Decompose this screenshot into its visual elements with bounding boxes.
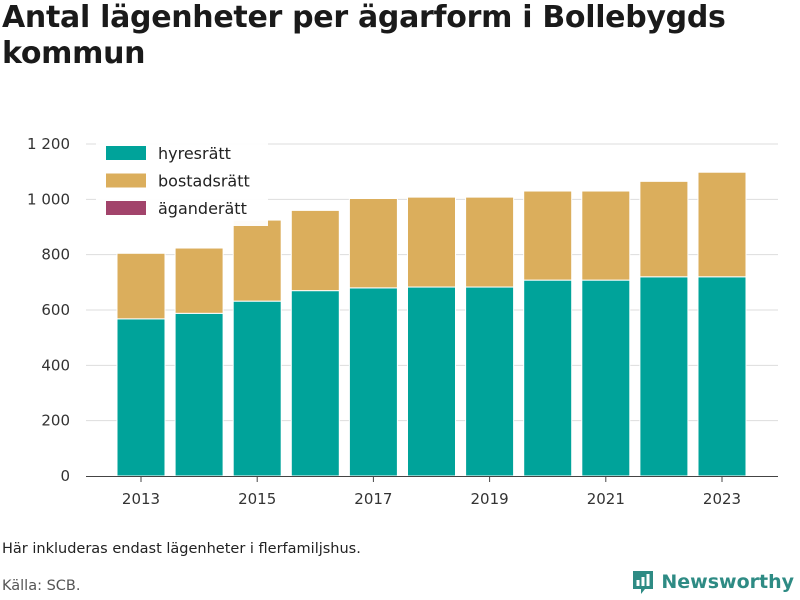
x-tick-label: 2021: [587, 490, 625, 508]
brand-name: Newsworthy: [661, 571, 794, 593]
bar-hyresrätt-2016: [290, 290, 340, 477]
y-tick-label: 800: [41, 246, 70, 264]
bar-bostadsrätt-2015: [232, 219, 282, 302]
bar-bostadsrätt-2014: [174, 247, 224, 314]
bar-hyresrätt-2022: [639, 276, 689, 477]
y-axis-ticks: 0 200 400 600 800 1 000 1 200: [27, 135, 70, 485]
bar-hyresrätt-2015: [232, 300, 282, 477]
bar-bostadsrätt-2022: [639, 180, 689, 278]
bar-bostadsrätt-2018: [407, 196, 456, 288]
legend: hyresrätt bostadsrätt äganderätt: [96, 138, 268, 226]
y-tick-label: 0: [60, 467, 70, 485]
chart-note: Här inkluderas endast lägenheter i flerf…: [2, 541, 361, 557]
bar-hyresrätt-2023: [697, 276, 747, 477]
bar-hyresrätt-2018: [407, 286, 456, 477]
legend-swatch-äganderätt: [106, 201, 146, 215]
legend-swatch-hyresrätt: [106, 146, 146, 160]
bar-hyresrätt-2019: [465, 286, 515, 477]
bar-hyresrätt-2021: [581, 279, 631, 477]
x-axis-ticks: 2013 2015 2017 2019 2021 2023: [122, 476, 741, 508]
bar-chart: 0 200 400 600 800 1 000 1 200 2013 2015 2017 2019…: [27, 135, 778, 508]
bar-bostadsrätt-2019: [465, 196, 515, 288]
bars: [116, 171, 747, 477]
bar-hyresrätt-2013: [116, 318, 166, 477]
bar-bostadsrätt-2021: [581, 190, 631, 281]
bar-bostadsrätt-2013: [116, 252, 166, 320]
brand-logo[interactable]: Newsworthy: [631, 569, 794, 595]
legend-label-äganderätt: äganderätt: [158, 199, 247, 218]
x-tick-label: 2015: [238, 490, 276, 508]
bar-hyresrätt-2014: [174, 312, 224, 477]
y-tick-label: 400: [41, 356, 70, 374]
source-text: Källa: SCB.: [2, 578, 81, 594]
y-tick-label: 1 200: [27, 135, 70, 153]
bar-bostadsrätt-2023: [697, 171, 747, 278]
bar-hyresrätt-2017: [348, 287, 398, 477]
x-tick-label: 2019: [471, 490, 509, 508]
chart-title: Antal lägenheter per ägarform i Bollebyg…: [2, 0, 726, 71]
bar-bostadsrätt-2017: [348, 198, 398, 289]
y-tick-label: 1 000: [27, 190, 70, 208]
bar-bostadsrätt-2016: [290, 209, 340, 292]
legend-label-hyresrätt: hyresrätt: [158, 144, 231, 163]
y-tick-label: 600: [41, 301, 70, 319]
legend-swatch-bostadsrätt: [106, 173, 146, 188]
newsworthy-logo-icon: [633, 571, 654, 594]
legend-label-bostadsrätt: bostadsrätt: [158, 172, 250, 191]
x-tick-label: 2017: [354, 490, 392, 508]
x-tick-label: 2013: [122, 490, 160, 508]
x-tick-label: 2023: [703, 490, 741, 508]
bar-bostadsrätt-2020: [523, 190, 573, 281]
y-tick-label: 200: [41, 412, 70, 430]
bar-hyresrätt-2020: [523, 279, 573, 477]
